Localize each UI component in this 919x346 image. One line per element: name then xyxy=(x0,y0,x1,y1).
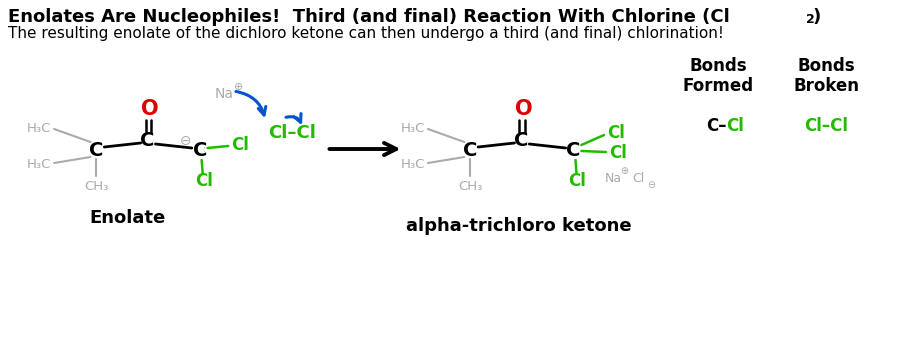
Text: alpha-trichloro ketone: alpha-trichloro ketone xyxy=(405,217,630,235)
Text: Bonds
Broken: Bonds Broken xyxy=(792,57,858,95)
Text: O: O xyxy=(514,99,531,119)
Text: H₃C: H₃C xyxy=(27,121,51,135)
Text: Cl: Cl xyxy=(608,144,626,162)
Text: H₃C: H₃C xyxy=(400,157,425,171)
Text: ⊕: ⊕ xyxy=(620,166,628,176)
Text: C: C xyxy=(192,142,207,161)
Text: C: C xyxy=(141,131,154,151)
Text: 2: 2 xyxy=(805,13,813,26)
Text: Cl: Cl xyxy=(195,172,212,190)
Text: Cl–Cl: Cl–Cl xyxy=(268,124,316,142)
Text: The resulting enolate of the dichloro ketone can then undergo a third (and final: The resulting enolate of the dichloro ke… xyxy=(8,26,723,41)
Text: ⊖: ⊖ xyxy=(180,134,191,148)
Text: C: C xyxy=(514,131,528,151)
Text: Na: Na xyxy=(605,172,621,184)
Text: CH₃: CH₃ xyxy=(458,180,482,192)
Text: C: C xyxy=(566,142,580,161)
Text: :: : xyxy=(202,144,206,154)
Text: Bonds
Formed: Bonds Formed xyxy=(682,57,753,95)
Text: O: O xyxy=(141,99,158,119)
Text: Cl: Cl xyxy=(568,172,585,190)
Text: Na: Na xyxy=(214,87,233,101)
Text: H₃C: H₃C xyxy=(27,157,51,171)
Text: Cl: Cl xyxy=(607,124,624,142)
Text: ⊕: ⊕ xyxy=(234,82,244,92)
FancyArrowPatch shape xyxy=(235,91,266,115)
Text: ⊖: ⊖ xyxy=(646,180,654,190)
Text: Cl: Cl xyxy=(725,117,743,135)
Text: Cl–Cl: Cl–Cl xyxy=(803,117,847,135)
Text: Enolates Are Nucleophiles!  Third (and final) Reaction With Chlorine (Cl: Enolates Are Nucleophiles! Third (and fi… xyxy=(8,8,729,26)
Text: Cl: Cl xyxy=(632,172,644,184)
Text: ): ) xyxy=(811,8,820,26)
Text: CH₃: CH₃ xyxy=(85,180,108,192)
Text: Enolate: Enolate xyxy=(90,209,165,227)
Text: Cl: Cl xyxy=(231,136,249,154)
FancyArrowPatch shape xyxy=(286,113,301,122)
Text: C: C xyxy=(462,142,477,161)
Text: H₃C: H₃C xyxy=(400,121,425,135)
Text: C: C xyxy=(89,142,104,161)
Text: C–: C– xyxy=(706,117,726,135)
